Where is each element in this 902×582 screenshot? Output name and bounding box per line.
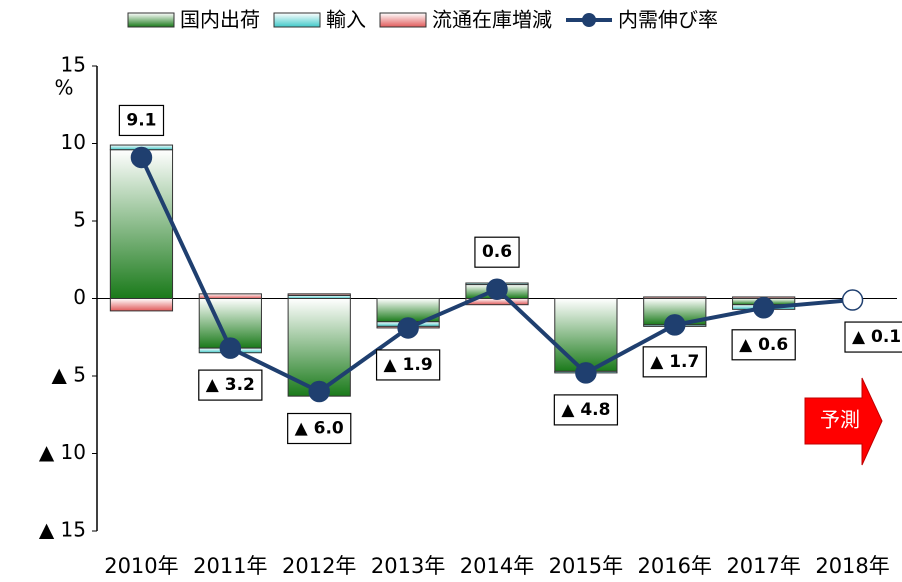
value-label: ▲ 6.0 (295, 419, 344, 439)
legend-item: 国内出荷 (127, 8, 260, 32)
line-marker (575, 362, 597, 384)
y-tick-label: 10 (61, 130, 86, 154)
x-tick-label: 2015年 (549, 554, 623, 578)
value-label-box (642, 346, 707, 378)
x-tick-label: 2014年 (460, 554, 534, 578)
value-label-box (731, 329, 796, 361)
value-label: 0.6 (482, 242, 512, 262)
x-tick-label: 2012年 (282, 554, 356, 578)
value-label: ▲ 0.1 (852, 327, 901, 347)
legend-label: 内需伸び率 (618, 8, 718, 32)
value-label: ▲ 1.9 (384, 355, 433, 375)
line-marker (308, 380, 330, 403)
unit-label: % (54, 76, 73, 100)
value-label: 9.1 (126, 110, 156, 130)
value-label: ▲ 0.6 (739, 335, 788, 355)
bar-segment (554, 298, 618, 372)
value-label-box (375, 349, 441, 381)
value-label: ▲ 4.8 (561, 400, 610, 420)
value-label-box (118, 104, 165, 137)
y-tick-label: ▲ 15 (39, 518, 86, 542)
line-marker (130, 146, 153, 169)
bar-segment (198, 293, 262, 300)
bar-segment (109, 298, 174, 312)
legend-item: 流通在庫増減 (379, 8, 552, 32)
bar-segment (287, 293, 351, 296)
legend-swatch (127, 12, 175, 28)
y-tick-label: ▲ 10 (39, 440, 86, 464)
value-label-box (844, 321, 902, 353)
legend-label: 流通在庫増減 (432, 8, 552, 32)
value-label-box (198, 369, 263, 401)
line-marker (219, 337, 242, 359)
line-marker (752, 297, 775, 319)
bar-segment (109, 149, 174, 299)
y-tick-label: 0 (73, 285, 86, 309)
y-tick-label: 5 (73, 208, 86, 232)
forecast-arrow: 予測 (804, 377, 883, 466)
line-marker (664, 314, 686, 336)
x-tick-label: 2010年 (104, 554, 178, 578)
value-label-box (553, 394, 619, 426)
legend-label: 輸入 (326, 8, 366, 32)
legend-swatch (273, 12, 321, 28)
value-label: ▲ 3.2 (206, 375, 255, 395)
legend-item: 輸入 (273, 8, 366, 32)
y-tick-label: 15 (61, 53, 86, 77)
y-tick-label: ▲ 5 (52, 363, 86, 387)
bar-segment (643, 296, 707, 300)
value-label: ▲ 1.7 (650, 352, 699, 372)
x-tick-label: 2016年 (638, 554, 712, 578)
x-tick-label: 2013年 (371, 554, 445, 578)
x-tick-label: 2018年 (815, 554, 889, 578)
legend-swatch (379, 12, 427, 28)
value-label-box (474, 236, 520, 268)
value-label-box (287, 412, 352, 445)
line-marker (397, 317, 419, 339)
legend-label: 国内出荷 (180, 8, 260, 32)
line-marker (841, 289, 864, 311)
x-tick-label: 2017年 (726, 554, 800, 578)
legend-item: 内需伸び率 (566, 8, 718, 32)
legend-swatch-marker (582, 13, 596, 27)
annotation: 予測 (820, 408, 860, 432)
x-tick-label: 2011年 (193, 554, 267, 578)
line-marker (486, 278, 508, 300)
